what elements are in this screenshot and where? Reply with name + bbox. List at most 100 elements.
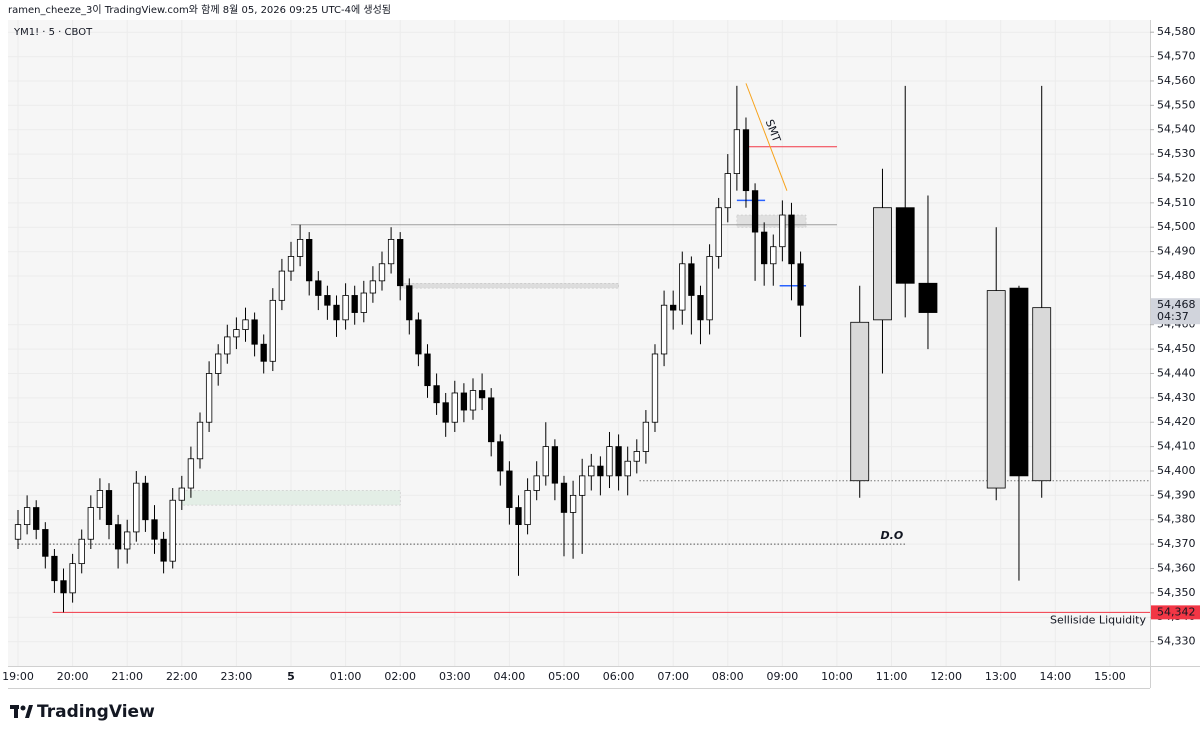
candle-body [488, 397, 495, 443]
candle-body [233, 329, 240, 338]
y-tick-label: 54,560 [1157, 74, 1196, 87]
x-tick-label: 11:00 [876, 670, 908, 683]
x-tick-label: 03:00 [439, 670, 471, 683]
y-tick-label: 54,480 [1157, 269, 1196, 282]
y-tick-label: 54,510 [1157, 196, 1196, 209]
candle-body [315, 280, 322, 296]
candle-body [287, 256, 295, 272]
candle-body [606, 446, 613, 477]
x-tick-label: 05:00 [548, 670, 580, 683]
candle-body [406, 285, 413, 321]
y-tick-label: 54,380 [1157, 513, 1196, 526]
y-tick-label: 54,420 [1157, 415, 1196, 428]
candle-body [369, 280, 377, 294]
candle-body [697, 295, 704, 321]
candle-body [533, 475, 540, 491]
candle-body [688, 263, 695, 296]
candle-body [524, 490, 531, 526]
candle-body [651, 353, 659, 423]
candle-body [715, 207, 722, 257]
candle-body [873, 207, 892, 321]
candle-body [451, 392, 458, 423]
candle-body [918, 282, 938, 313]
candle-body [542, 446, 549, 477]
candle-body [215, 353, 222, 374]
x-tick-label: 13:00 [985, 670, 1017, 683]
candle-body [42, 529, 49, 557]
x-tick-label: 12:00 [930, 670, 962, 683]
candle-body [278, 270, 286, 301]
candle-body [850, 321, 870, 482]
level-label: Selliside Liquidity [1050, 613, 1146, 626]
price-label-box [1151, 298, 1200, 325]
candle-body [342, 295, 349, 321]
candle-body [224, 336, 231, 355]
candle-body [724, 173, 731, 209]
x-tick-label: 09:00 [767, 670, 799, 683]
candle-body [442, 402, 449, 423]
candle-body [679, 263, 686, 311]
x-tick-label: 10:00 [821, 670, 853, 683]
y-tick-label: 54,520 [1157, 171, 1196, 184]
y-tick-label: 54,450 [1157, 342, 1196, 355]
y-tick-label: 54,410 [1157, 440, 1196, 453]
candle-body [196, 421, 204, 460]
candle-body [242, 319, 249, 330]
price-countdown: 04:37 [1157, 310, 1189, 323]
candle-body [306, 238, 313, 282]
candle-body [151, 519, 158, 540]
y-tick-label: 54,370 [1157, 537, 1196, 550]
candle-body [415, 319, 422, 355]
candle-body [478, 390, 486, 399]
y-tick-label: 54,540 [1157, 123, 1196, 136]
candle-body [142, 482, 149, 521]
candle-body [78, 538, 85, 565]
plot-area [8, 20, 1150, 666]
candle-body [551, 446, 559, 484]
candle-body [269, 299, 276, 362]
candle-body [378, 263, 386, 282]
candle-body [360, 292, 367, 313]
x-tick-label: 5 [287, 670, 295, 683]
candle-body [460, 392, 468, 411]
candle-body [387, 238, 395, 265]
branding: TradingView [37, 702, 155, 722]
x-tick-label: 01:00 [330, 670, 362, 683]
price-label: 54,342 [1157, 605, 1196, 618]
candle-body [351, 295, 358, 313]
candle-body [105, 490, 113, 526]
candle-body [615, 446, 622, 477]
candle-body [69, 563, 76, 594]
x-tick-label: 20:00 [57, 670, 89, 683]
zone [736, 214, 807, 228]
candle-body [51, 555, 58, 582]
chart-title: YM1! · 5 · CBOT [13, 27, 93, 38]
candle-body [124, 531, 131, 550]
candle-body [187, 458, 195, 489]
candle-body [761, 231, 768, 265]
x-tick-label: 22:00 [166, 670, 198, 683]
candle-body [324, 295, 331, 306]
candle-body [96, 490, 104, 508]
candle-body [986, 290, 1006, 489]
candle-body [588, 465, 595, 477]
candle-body [260, 343, 267, 362]
level-label: D.O [881, 529, 904, 542]
zone [399, 283, 619, 289]
candle-body [751, 190, 759, 233]
candle-body [33, 507, 40, 530]
price-label: 54,468 [1157, 298, 1196, 311]
price-label-box [1151, 605, 1200, 620]
candle-body [205, 373, 213, 423]
y-tick-label: 54,430 [1157, 391, 1196, 404]
y-tick-label: 54,500 [1157, 220, 1196, 233]
x-tick-label: 21:00 [111, 670, 143, 683]
x-tick-label: 07:00 [657, 670, 689, 683]
candle-body [506, 470, 513, 508]
candle-body [87, 507, 94, 540]
candle-body [660, 304, 668, 355]
candle-body [742, 129, 750, 192]
